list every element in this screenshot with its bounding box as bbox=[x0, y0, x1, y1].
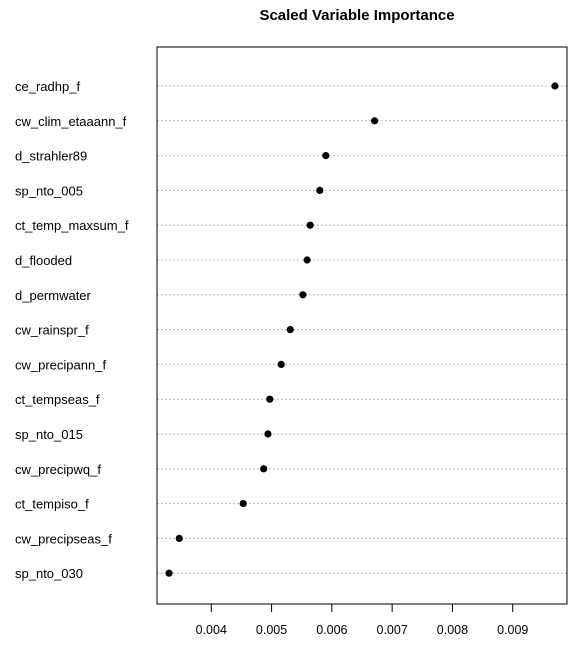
category-label: ct_temp_maxsum_f bbox=[15, 218, 129, 233]
data-point bbox=[239, 500, 247, 508]
data-point bbox=[165, 569, 173, 577]
x-tick-label: 0.008 bbox=[437, 623, 468, 637]
plot-frame bbox=[156, 46, 568, 605]
category-label: cw_precipann_f bbox=[15, 357, 106, 372]
data-point bbox=[306, 221, 314, 229]
x-tick-label: 0.004 bbox=[196, 623, 227, 637]
category-label: cw_precipseas_f bbox=[15, 531, 112, 546]
category-label: d_strahler89 bbox=[15, 149, 87, 164]
x-tick-label: 0.005 bbox=[256, 623, 287, 637]
chart-title: Scaled Variable Importance bbox=[259, 7, 454, 24]
data-points bbox=[165, 82, 559, 577]
data-point bbox=[322, 152, 330, 160]
data-point bbox=[303, 256, 311, 264]
x-axis: 0.004 0.005 0.006 0.007 0.008 0.009 bbox=[196, 603, 528, 637]
category-label: cw_rainspr_f bbox=[15, 323, 89, 338]
category-label: cw_precipwq_f bbox=[15, 462, 101, 477]
category-label: cw_clim_etaaann_f bbox=[15, 114, 127, 129]
data-point bbox=[551, 82, 559, 90]
data-point bbox=[175, 534, 183, 543]
category-labels: ce_radhp_f cw_clim_etaaann_f d_strahler89s… bbox=[15, 79, 129, 581]
x-tick-label: 0.009 bbox=[497, 623, 528, 637]
category-label: ct_tempseas_f bbox=[15, 392, 100, 407]
x-tick-label: 0.006 bbox=[316, 623, 347, 637]
category-label: sp_nto_030 bbox=[15, 566, 83, 581]
category-label: ce_radhp_f bbox=[15, 79, 80, 94]
data-point bbox=[299, 291, 307, 299]
data-point bbox=[316, 186, 324, 194]
category-label: sp_nto_015 bbox=[15, 427, 83, 442]
data-point bbox=[277, 360, 285, 368]
category-label: d_flooded bbox=[15, 253, 72, 268]
data-point bbox=[266, 395, 274, 403]
category-label: ct_tempiso_f bbox=[15, 497, 89, 512]
data-point bbox=[260, 465, 268, 473]
category-label: sp_nto_005 bbox=[15, 183, 83, 198]
data-point bbox=[264, 430, 272, 438]
category-label: d_permwater bbox=[15, 288, 92, 303]
data-point bbox=[371, 117, 379, 125]
data-point bbox=[286, 326, 294, 334]
grid-lines bbox=[157, 85, 567, 574]
x-tick-label: 0.007 bbox=[377, 623, 408, 637]
